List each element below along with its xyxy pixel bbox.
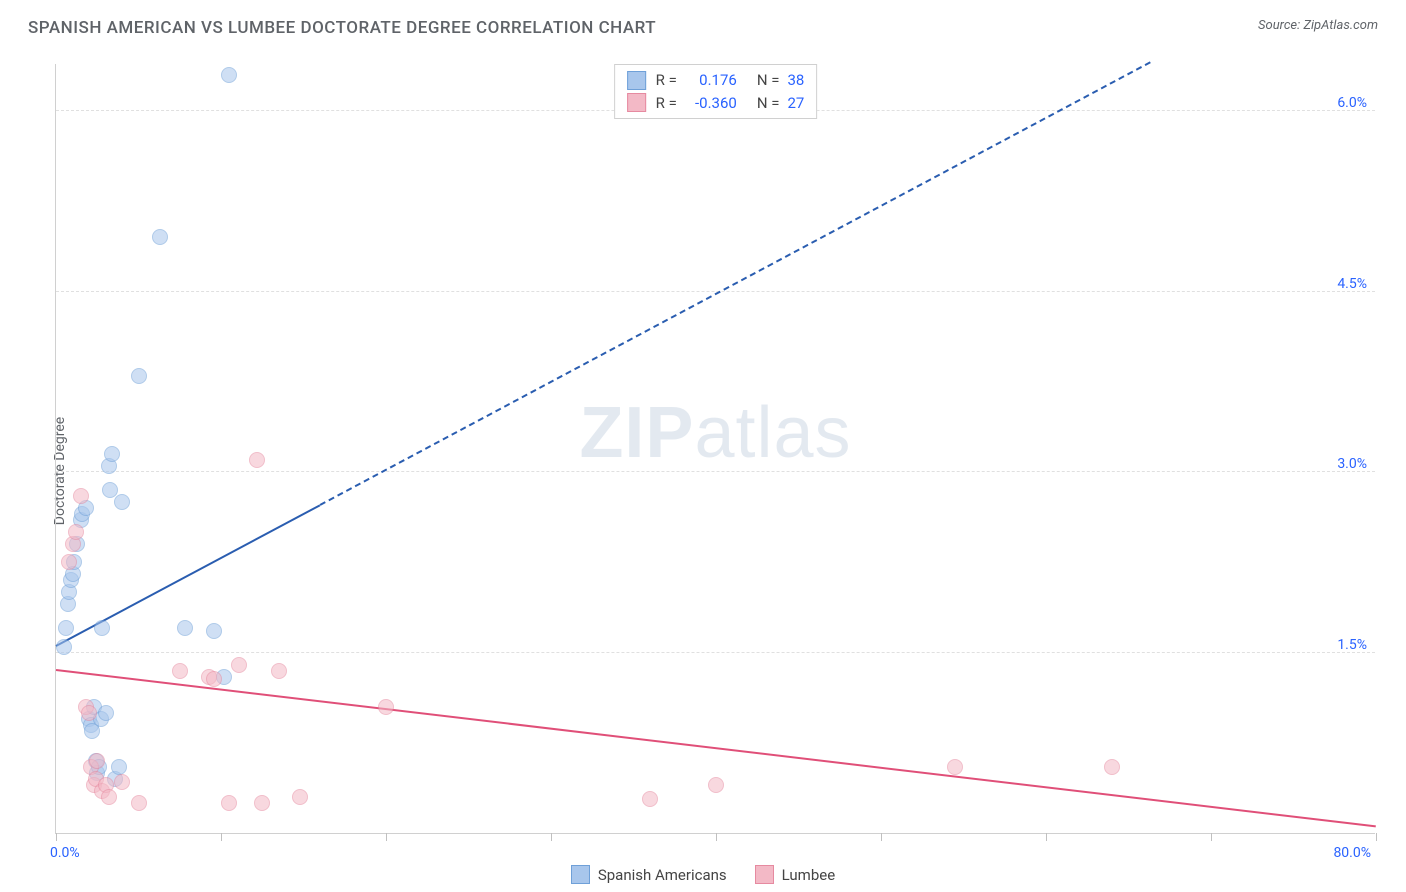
source-credit: Source: ZipAtlas.com	[1258, 18, 1378, 33]
stats-row-lumbee: R = -0.360 N = 27	[627, 92, 805, 115]
data-point	[61, 554, 77, 570]
x-tick-label-end: 80.0%	[1333, 845, 1371, 861]
x-tick-label-start: 0.0%	[50, 845, 80, 861]
plot-area: ZIPatlas R = 0.176 N = 38 R = -0.360 N =…	[55, 64, 1375, 834]
data-point	[254, 795, 270, 811]
data-point	[56, 639, 72, 655]
legend-item-lumbee: Lumbee	[755, 865, 836, 884]
data-point	[73, 488, 89, 504]
data-point	[221, 67, 237, 83]
x-tick	[1211, 833, 1212, 841]
x-tick	[881, 833, 882, 841]
stats-legend: R = 0.176 N = 38 R = -0.360 N = 27	[614, 64, 818, 119]
gridline	[56, 291, 1375, 292]
y-tick-label: 3.0%	[1337, 456, 1367, 472]
data-point	[708, 777, 724, 793]
series-legend: Spanish Americans Lumbee	[0, 865, 1406, 884]
data-point	[1104, 759, 1120, 775]
data-point	[177, 620, 193, 636]
data-point	[131, 795, 147, 811]
data-point	[152, 229, 168, 245]
data-point	[271, 663, 287, 679]
data-point	[68, 524, 84, 540]
data-point	[58, 620, 74, 636]
data-point	[111, 759, 127, 775]
x-tick	[1046, 833, 1047, 841]
y-tick-label: 4.5%	[1337, 276, 1367, 292]
data-point	[114, 494, 130, 510]
legend-item-spanish: Spanish Americans	[571, 865, 727, 884]
watermark: ZIPatlas	[579, 392, 851, 474]
chart-title: SPANISH AMERICAN VS LUMBEE DOCTORATE DEG…	[28, 18, 656, 38]
n-value-lumbee: 27	[787, 92, 804, 115]
y-tick-label: 1.5%	[1337, 637, 1367, 653]
x-tick	[716, 833, 717, 841]
gridline	[56, 652, 1375, 653]
data-point	[114, 774, 130, 790]
data-point	[206, 671, 222, 687]
stats-row-spanish: R = 0.176 N = 38	[627, 69, 805, 92]
data-point	[172, 663, 188, 679]
swatch-lumbee	[627, 93, 646, 112]
data-point	[221, 795, 237, 811]
gridline	[56, 471, 1375, 472]
header: SPANISH AMERICAN VS LUMBEE DOCTORATE DEG…	[0, 0, 1406, 46]
trend-line	[320, 61, 1151, 506]
swatch-spanish-bottom	[571, 865, 590, 884]
y-tick-label: 6.0%	[1337, 95, 1367, 111]
data-point	[89, 753, 105, 769]
chart-container: Doctorate Degree ZIPatlas R = 0.176 N = …	[0, 50, 1406, 892]
data-point	[292, 789, 308, 805]
data-point	[81, 705, 97, 721]
x-tick	[1376, 833, 1377, 841]
n-value-spanish: 38	[787, 69, 804, 92]
source-link[interactable]: ZipAtlas.com	[1303, 18, 1378, 33]
x-tick	[551, 833, 552, 841]
data-point	[101, 789, 117, 805]
data-point	[231, 657, 247, 673]
r-value-spanish: 0.176	[683, 69, 737, 92]
data-point	[642, 791, 658, 807]
data-point	[94, 620, 110, 636]
x-tick	[221, 833, 222, 841]
swatch-spanish	[627, 71, 646, 90]
data-point	[131, 368, 147, 384]
x-tick	[56, 833, 57, 841]
data-point	[249, 452, 265, 468]
swatch-lumbee-bottom	[755, 865, 774, 884]
data-point	[104, 446, 120, 462]
data-point	[98, 705, 114, 721]
data-point	[378, 699, 394, 715]
data-point	[947, 759, 963, 775]
r-value-lumbee: -0.360	[683, 92, 737, 115]
x-tick	[386, 833, 387, 841]
data-point	[206, 623, 222, 639]
